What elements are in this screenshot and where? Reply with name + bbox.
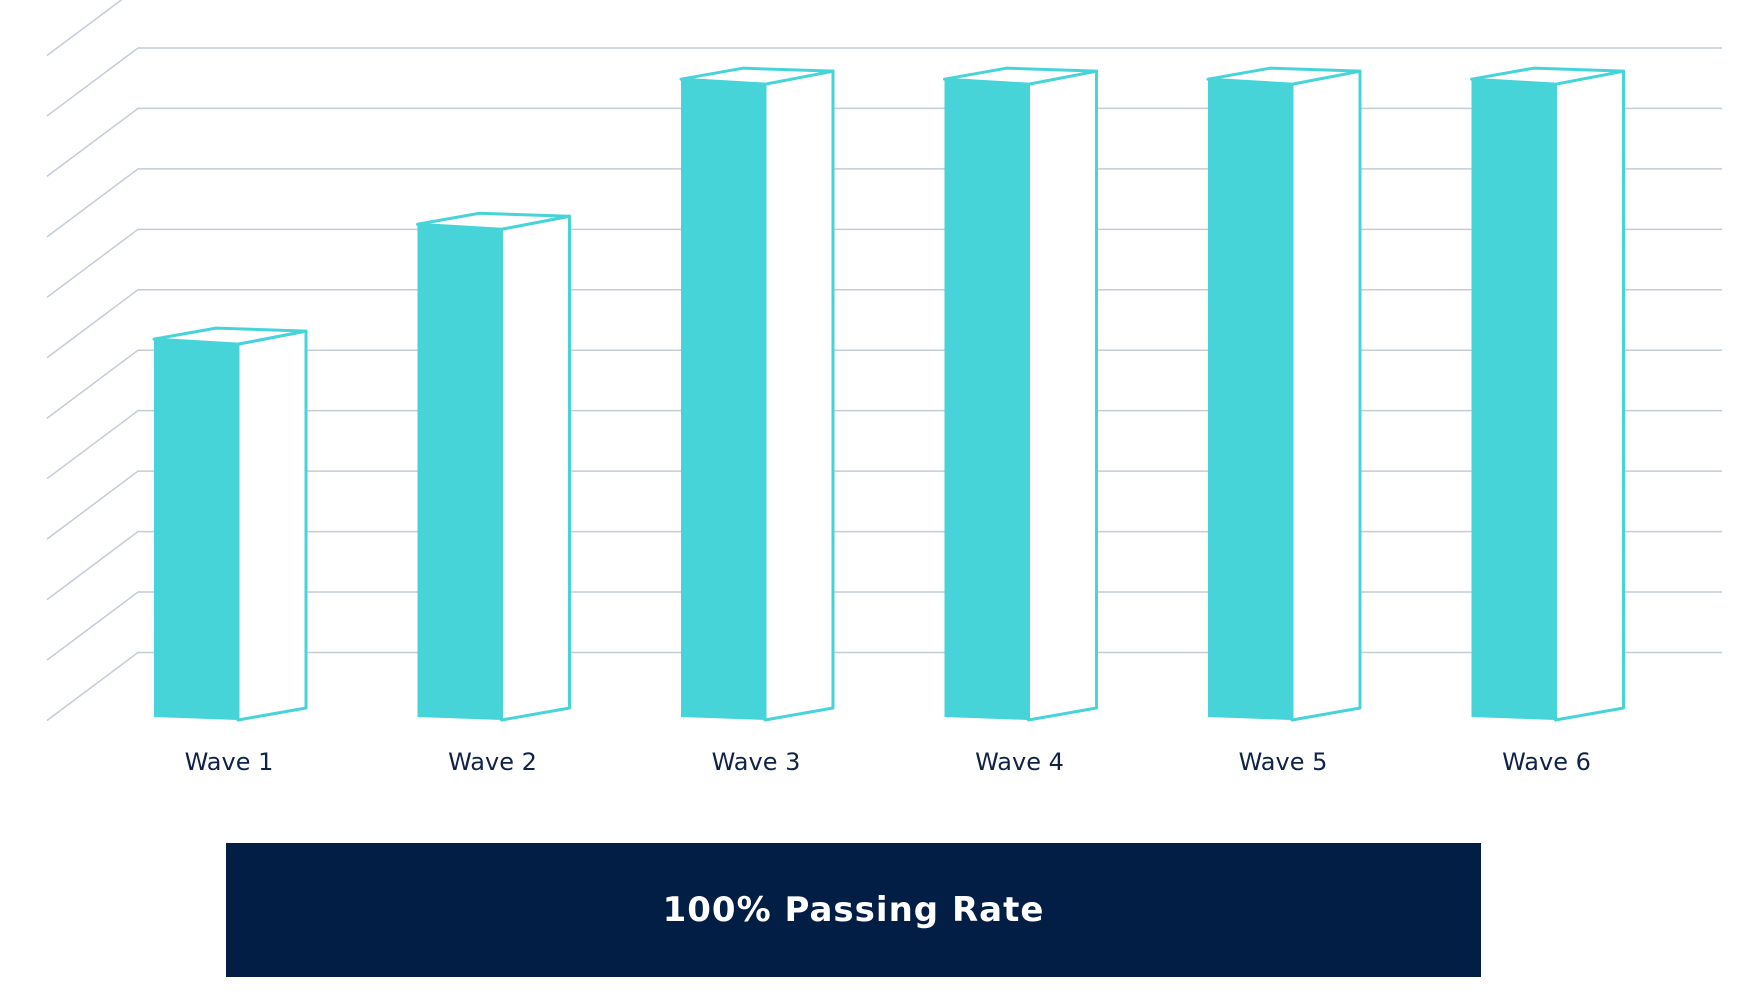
category-label: Wave 5	[1239, 748, 1328, 776]
gridline	[46, 289, 1722, 359]
category-label: Wave 3	[712, 748, 801, 776]
bar	[152, 326, 308, 722]
bar-front	[417, 224, 502, 721]
gridline	[46, 228, 1722, 298]
category-label: Wave 6	[1502, 748, 1591, 776]
gridline	[46, 470, 1722, 540]
bar-front	[154, 339, 238, 720]
bar-top	[416, 211, 571, 231]
bar-chart: Wave 1 Wave 2 Wave 3 Wave 4 Wave 5 Wave 6	[46, 0, 1722, 776]
bar	[1206, 66, 1362, 722]
bar-side	[1554, 69, 1625, 722]
bar-side	[1027, 69, 1098, 722]
gridlines	[46, 0, 1722, 722]
bar-front	[1208, 79, 1292, 720]
gridline	[46, 0, 123, 57]
gridline	[46, 530, 1722, 601]
gridline	[46, 47, 1722, 117]
gridline	[46, 107, 1722, 178]
bar-side	[1290, 69, 1362, 722]
bar	[679, 66, 835, 722]
bars	[152, 66, 1625, 722]
bar-front	[1471, 79, 1556, 720]
passing-rate-banner: 100% Passing Rate	[226, 843, 1481, 977]
bar-side	[500, 214, 571, 722]
category-label: Wave 1	[185, 748, 274, 776]
passing-rate-text: 100% Passing Rate	[662, 890, 1045, 930]
bar	[416, 211, 571, 722]
category-label: Wave 2	[448, 748, 537, 776]
gridline	[46, 409, 1722, 480]
category-labels: Wave 1 Wave 2 Wave 3 Wave 4 Wave 5 Wave 6	[185, 748, 1591, 776]
bar	[1470, 66, 1625, 722]
bar-front	[681, 79, 765, 720]
gridline	[46, 591, 1722, 661]
bar-front	[944, 79, 1029, 720]
gridline	[46, 651, 1722, 722]
bar-side	[763, 69, 835, 722]
gridline	[46, 349, 1722, 419]
bar	[943, 66, 1098, 722]
bar-side	[236, 329, 308, 722]
gridline	[46, 168, 1722, 238]
category-label: Wave 4	[975, 748, 1064, 776]
